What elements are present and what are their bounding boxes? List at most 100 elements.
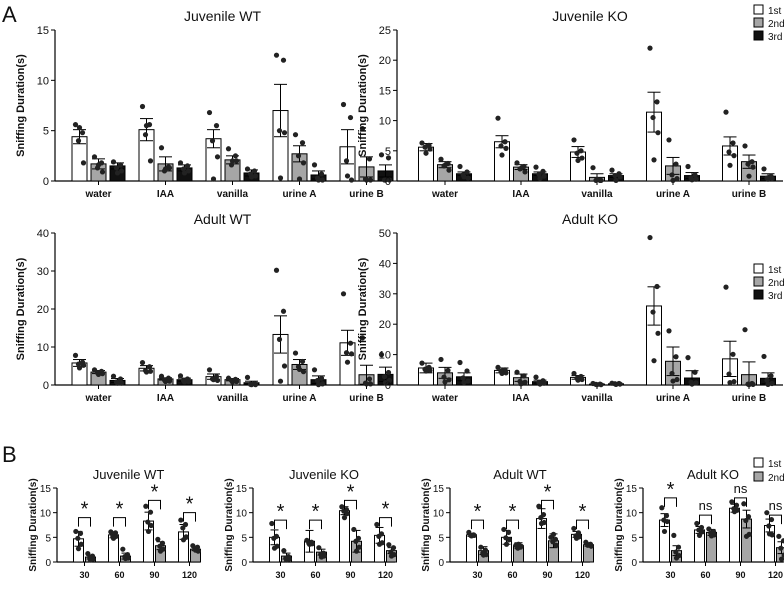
- significance-label: *: [151, 481, 159, 503]
- significance-bracket: [379, 517, 392, 527]
- data-point: [613, 177, 619, 183]
- data-point: [80, 362, 87, 368]
- significance-bracket: [183, 512, 196, 522]
- data-point: [521, 373, 527, 379]
- data-point: [663, 513, 670, 519]
- data-point: [478, 544, 484, 550]
- x-tick-label: 60: [700, 570, 710, 580]
- data-point: [233, 378, 240, 385]
- data-point: [655, 130, 661, 136]
- data-point: [514, 369, 520, 375]
- data-point: [72, 352, 79, 358]
- y-axis-label: Sniffing Duration(s): [15, 257, 27, 360]
- data-point: [232, 153, 239, 159]
- x-tick-label: water: [84, 189, 111, 200]
- y-axis-label: Sniffing Duration(s): [28, 478, 39, 571]
- data-point: [670, 378, 676, 384]
- data-point: [78, 541, 84, 547]
- data-point: [571, 137, 577, 143]
- data-point: [366, 156, 373, 162]
- data-point: [749, 159, 755, 165]
- data-point: [117, 162, 124, 168]
- data-point: [118, 168, 125, 174]
- significance-bracket: [78, 517, 91, 527]
- data-point: [214, 154, 221, 160]
- legend-label: 2nd: [768, 278, 784, 289]
- data-point: [537, 381, 543, 387]
- data-point: [693, 380, 699, 386]
- data-point: [157, 548, 164, 554]
- data-point: [381, 374, 388, 380]
- data-point: [575, 377, 581, 383]
- data-point: [723, 284, 729, 290]
- data-point: [87, 557, 94, 563]
- data-point: [745, 514, 752, 520]
- data-point: [669, 370, 675, 377]
- data-point: [318, 554, 325, 560]
- y-tick-label: 30: [37, 266, 49, 278]
- data-point: [206, 367, 213, 373]
- data-point: [465, 378, 471, 384]
- data-point: [692, 172, 698, 178]
- y-tick-label: 25: [379, 25, 391, 37]
- significance-bracket: [344, 499, 357, 510]
- significance-label: *: [667, 479, 675, 501]
- data-point: [654, 99, 660, 105]
- data-point: [661, 528, 668, 535]
- data-point: [363, 177, 370, 183]
- data-point: [181, 379, 188, 385]
- data-point: [351, 526, 357, 533]
- data-point: [347, 114, 354, 121]
- x-tick-label: 120: [182, 570, 197, 580]
- data-point: [673, 161, 679, 167]
- data-point: [271, 535, 277, 541]
- data-point: [503, 145, 509, 151]
- x-tick-label: urine A: [656, 189, 690, 200]
- data-point: [139, 103, 146, 110]
- data-point: [617, 381, 623, 387]
- y-tick-label: 0: [43, 176, 49, 188]
- data-point: [768, 516, 775, 523]
- significance-label: *: [509, 501, 517, 523]
- data-point: [461, 174, 467, 180]
- data-point: [673, 354, 679, 360]
- significance-label: ns: [769, 498, 783, 513]
- data-point: [573, 535, 580, 541]
- y-tick-label: 15: [379, 85, 391, 97]
- data-point: [765, 381, 771, 387]
- significance-label: *: [81, 499, 89, 521]
- data-point: [77, 530, 84, 536]
- data-point: [650, 309, 656, 315]
- data-point: [315, 177, 322, 183]
- data-point: [252, 382, 259, 388]
- data-point: [764, 377, 770, 383]
- data-point: [367, 381, 374, 387]
- data-point: [114, 380, 121, 386]
- data-point: [706, 526, 712, 532]
- data-point: [781, 552, 784, 558]
- data-point: [502, 139, 508, 145]
- legend-label: 3rd: [768, 32, 782, 43]
- y-tick-label: 10: [40, 509, 52, 520]
- significance-bracket: [309, 519, 322, 530]
- x-tick-label: 60: [114, 570, 124, 580]
- legend-swatch: [753, 17, 764, 28]
- data-point: [281, 548, 287, 554]
- data-point: [75, 138, 82, 144]
- data-point: [251, 168, 258, 174]
- data-point: [461, 379, 467, 386]
- data-point: [146, 364, 153, 370]
- y-tick-label: 20: [37, 304, 49, 316]
- chart-title: Adult WT: [493, 467, 547, 482]
- y-tick-label: 20: [379, 55, 391, 67]
- data-point: [579, 155, 585, 161]
- legend-swatch: [753, 276, 764, 287]
- data-point: [214, 377, 221, 384]
- data-point: [578, 148, 584, 154]
- data-point: [495, 115, 501, 121]
- data-point: [252, 173, 259, 179]
- y-axis-label: Sniffing Duration(s): [224, 478, 235, 571]
- data-point: [273, 267, 280, 273]
